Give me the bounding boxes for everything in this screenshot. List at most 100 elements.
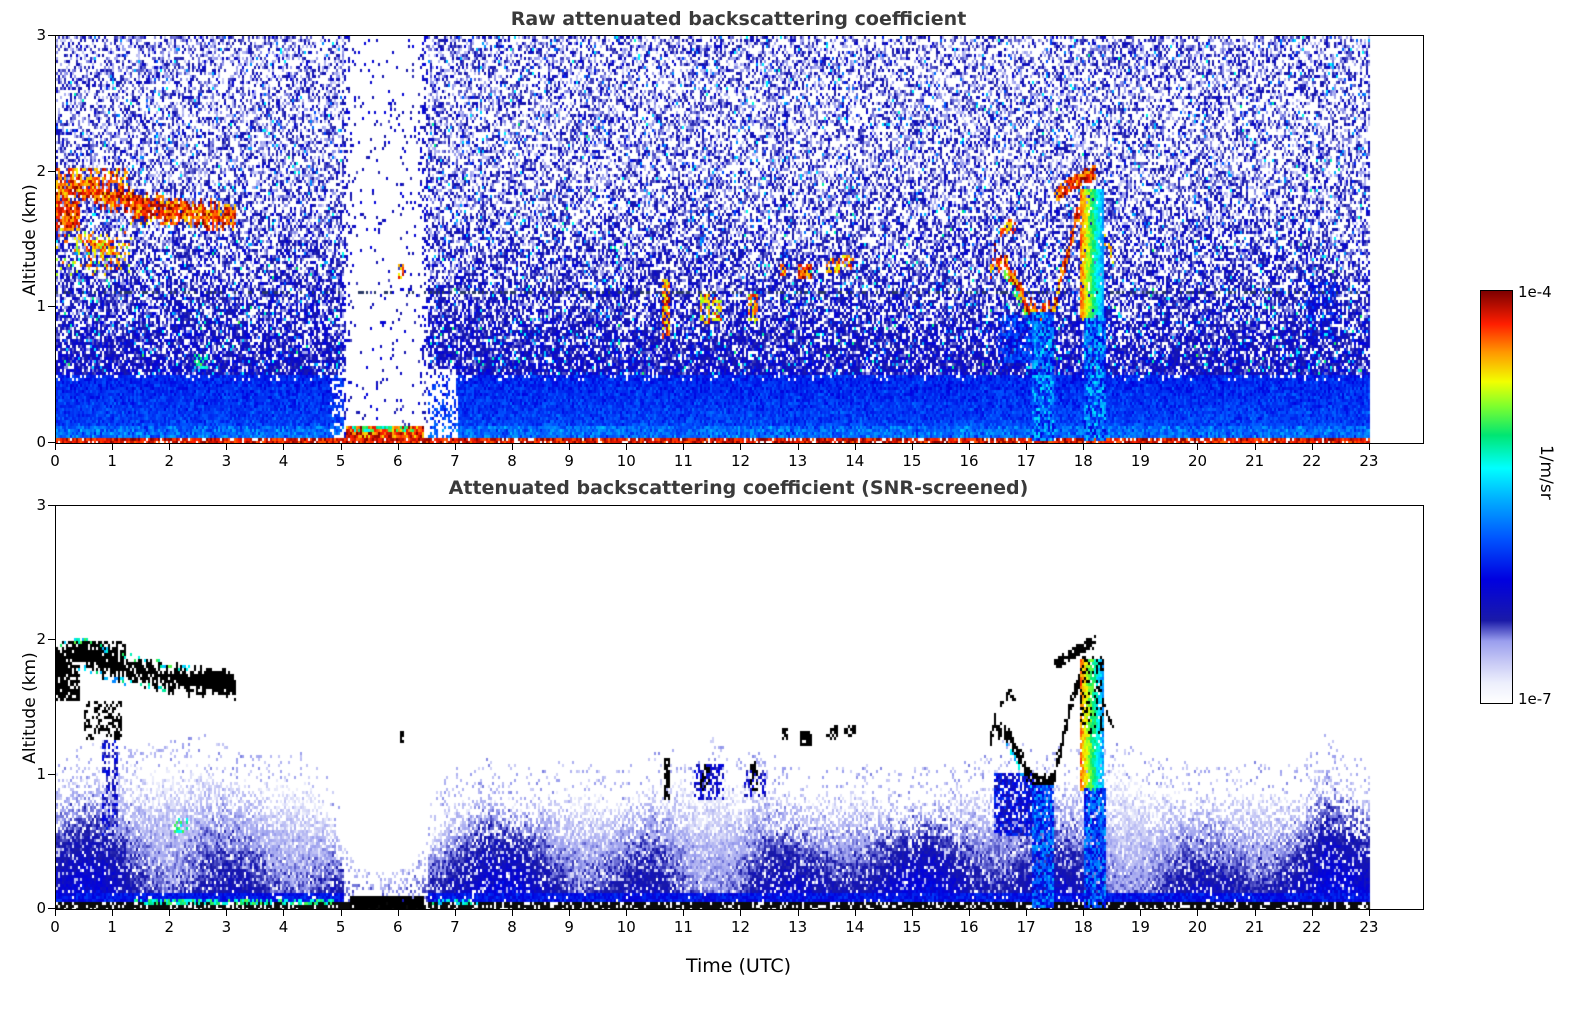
- x-tick-mark: [1140, 910, 1142, 916]
- x-tick-mark: [1368, 444, 1370, 450]
- x-tick-label: 4: [278, 918, 289, 936]
- x-tick-label: 3: [221, 918, 232, 936]
- x-tick-mark: [1254, 910, 1256, 916]
- x-tick-label: 16: [959, 918, 979, 936]
- x-tick-label: 13: [788, 452, 808, 470]
- x-tick-mark: [683, 444, 685, 450]
- panel2-heatmap: [56, 506, 1423, 909]
- x-tick-mark: [911, 910, 913, 916]
- x-tick-label: 3: [221, 452, 232, 470]
- panel2-title: Attenuated backscattering coefficient (S…: [448, 477, 1029, 499]
- x-tick-label: 12: [730, 918, 751, 936]
- x-tick-mark: [854, 910, 856, 916]
- x-tick-label: 6: [392, 452, 403, 470]
- x-tick-label: 2: [164, 452, 174, 470]
- x-tick-mark: [397, 910, 399, 916]
- x-tick-label: 11: [673, 452, 693, 470]
- x-tick-mark: [569, 910, 571, 916]
- x-axis-label: Time (UTC): [685, 955, 792, 977]
- x-tick-mark: [1083, 444, 1085, 450]
- x-tick-label: 1: [107, 918, 117, 936]
- y-tick-mark: [48, 170, 55, 172]
- x-tick-mark: [511, 910, 513, 916]
- x-tick-label: 14: [845, 918, 865, 936]
- x-tick-label: 18: [1073, 918, 1093, 936]
- x-tick-mark: [1368, 910, 1370, 916]
- y-tick-label: 2: [36, 161, 46, 180]
- x-tick-label: 5: [335, 918, 346, 936]
- y-tick-label: 1: [36, 764, 46, 783]
- x-tick-mark: [1311, 910, 1313, 916]
- y-tick-label: 1: [36, 297, 46, 316]
- y-tick-mark: [48, 306, 55, 308]
- x-tick-label: 0: [50, 918, 60, 936]
- x-tick-mark: [55, 910, 56, 916]
- x-tick-mark: [1140, 444, 1142, 450]
- x-tick-label: 17: [1016, 452, 1036, 470]
- x-tick-mark: [340, 910, 342, 916]
- x-tick-mark: [1083, 910, 1085, 916]
- x-tick-label: 10: [616, 452, 636, 470]
- panel1-ylabel: Altitude (km): [20, 184, 40, 296]
- x-tick-label: 9: [564, 918, 574, 936]
- x-tick-label: 16: [959, 452, 979, 470]
- x-tick-label: 7: [450, 918, 460, 936]
- x-tick-mark: [1026, 910, 1028, 916]
- x-tick-label: 15: [902, 918, 922, 936]
- x-tick-mark: [911, 444, 913, 450]
- y-tick-mark: [48, 639, 55, 641]
- x-tick-mark: [454, 910, 456, 916]
- x-tick-label: 11: [673, 918, 693, 936]
- y-tick-mark: [48, 505, 55, 506]
- x-tick-label: 19: [1130, 918, 1150, 936]
- colorbar: [1480, 290, 1513, 704]
- x-tick-mark: [683, 910, 685, 916]
- x-tick-mark: [626, 444, 628, 450]
- x-tick-mark: [169, 444, 171, 450]
- x-tick-label: 8: [507, 452, 517, 470]
- x-tick-label: 22: [1302, 918, 1322, 936]
- x-tick-mark: [169, 910, 171, 916]
- panel1-title: Raw attenuated backscattering coefficien…: [510, 8, 967, 30]
- colorbar-unit-label: 1/m/sr: [1536, 445, 1556, 500]
- x-tick-mark: [569, 444, 571, 450]
- x-tick-label: 20: [1187, 452, 1208, 470]
- x-tick-mark: [1197, 444, 1199, 450]
- y-tick-label: 3: [36, 26, 46, 44]
- x-tick-label: 9: [564, 452, 574, 470]
- x-tick-label: 21: [1245, 918, 1265, 936]
- x-tick-label: 23: [1359, 918, 1379, 936]
- x-tick-label: 20: [1187, 918, 1208, 936]
- x-tick-label: 8: [507, 918, 517, 936]
- x-tick-label: 23: [1359, 452, 1379, 470]
- x-tick-mark: [854, 444, 856, 450]
- y-tick-label: 2: [36, 630, 46, 649]
- y-tick-label: 3: [36, 496, 46, 514]
- x-tick-label: 22: [1302, 452, 1322, 470]
- y-tick-mark: [48, 442, 55, 443]
- y-tick-mark: [48, 35, 55, 36]
- x-tick-label: 7: [450, 452, 460, 470]
- x-tick-mark: [740, 910, 742, 916]
- x-tick-label: 19: [1130, 452, 1150, 470]
- x-tick-mark: [968, 444, 970, 450]
- panel2-ylabel: Altitude (km): [20, 652, 40, 764]
- x-tick-mark: [626, 910, 628, 916]
- y-tick-label: 0: [36, 433, 46, 451]
- x-tick-label: 1: [107, 452, 117, 470]
- x-tick-mark: [511, 444, 513, 450]
- x-tick-label: 4: [278, 452, 289, 470]
- x-tick-mark: [1254, 444, 1256, 450]
- x-tick-label: 0: [50, 452, 60, 470]
- y-tick-mark: [48, 773, 55, 775]
- x-tick-label: 15: [902, 452, 922, 470]
- x-tick-mark: [968, 910, 970, 916]
- y-tick-label: 0: [36, 899, 46, 917]
- x-tick-mark: [397, 444, 399, 450]
- x-tick-mark: [55, 444, 56, 450]
- panel1-heatmap: [56, 36, 1423, 443]
- x-tick-mark: [340, 444, 342, 450]
- x-tick-mark: [1026, 444, 1028, 450]
- x-tick-label: 2: [164, 918, 174, 936]
